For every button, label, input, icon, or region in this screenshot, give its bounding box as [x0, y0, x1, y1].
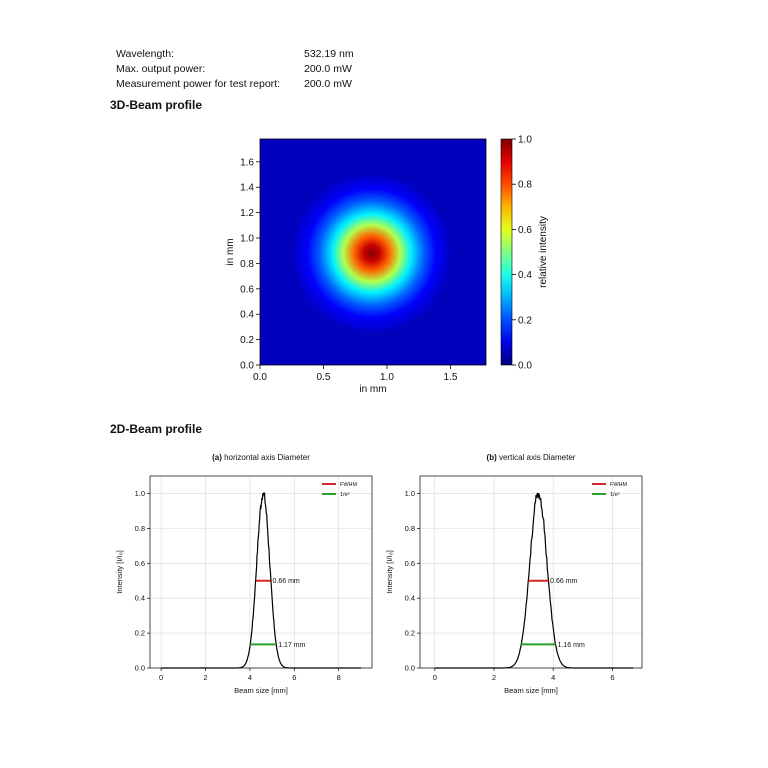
- x-tick-label: 0: [433, 673, 437, 682]
- y-axis-label: Intensity [I/I₀]: [385, 550, 394, 594]
- spec-value: 200.0 mW: [304, 63, 352, 75]
- y-tick-label: 1.0: [405, 489, 415, 498]
- x-tick-label: 1.0: [380, 372, 394, 383]
- chart-title-prefix: (b): [487, 453, 499, 462]
- y-tick-label: 0.4: [135, 594, 145, 603]
- fwhm-label: 0.66 mm: [550, 578, 577, 585]
- chart-title: (a) horizontal axis Diameter: [212, 453, 310, 462]
- e2-label: 1.16 mm: [558, 642, 585, 649]
- legend-e2-label: 1/e²: [610, 492, 620, 498]
- spec-label: Max. output power:: [116, 63, 206, 75]
- plot-frame: [149, 475, 373, 669]
- colorbar-tick-label: 0.0: [518, 361, 532, 372]
- y-tick-label: 0.4: [405, 594, 415, 603]
- spec-label: Wavelength:: [116, 48, 174, 60]
- y-tick-label: 0.2: [240, 335, 254, 346]
- colorbar-tick-label: 0.6: [518, 225, 532, 236]
- spec-row-max-power: Max. output power: 200.0 mW: [116, 62, 354, 77]
- legend-e2-label: 1/e²: [340, 492, 350, 498]
- y-tick-label: 0.2: [135, 629, 145, 638]
- spec-row-test-power: Measurement power for test report: 200.0…: [116, 77, 354, 92]
- y-axis-label: Intensity [I/I₀]: [115, 550, 124, 594]
- chart-title-text: horizontal axis Diameter: [224, 453, 310, 462]
- beam-profile-3d-chart: 0.0 0.5 1.0 1.5 0.0 0.2 0.4 0.6 0.8 1.0 1.2 1.4 1.6 i…: [225, 135, 549, 396]
- y-tick-label: 0.4: [240, 310, 254, 321]
- e2-label: 1.17 mm: [278, 642, 305, 649]
- x-tick-label: 4: [248, 673, 252, 682]
- y-tick-label: 1.0: [240, 234, 254, 245]
- x-tick-label: 0.5: [317, 372, 331, 383]
- heatmap-frame: [259, 138, 487, 366]
- chart-title-prefix: (a): [212, 453, 224, 462]
- spec-label: Measurement power for test report:: [116, 78, 280, 90]
- x-tick-label: 2: [492, 673, 496, 682]
- colorbar-tick-label: 0.2: [518, 315, 532, 326]
- y-tick-label: 1.0: [135, 489, 145, 498]
- x-tick-label: 8: [337, 673, 341, 682]
- y-tick-label: 0.6: [405, 559, 415, 568]
- spec-value: 200.0 mW: [304, 78, 352, 90]
- spec-table: Wavelength: 532.19 nm Max. output power:…: [116, 47, 354, 92]
- y-tick-label: 1.4: [240, 183, 254, 194]
- x-tick-label: 2: [203, 673, 207, 682]
- colorbar-tick-label: 1.0: [518, 135, 532, 146]
- legend-fwhm-label: FWHM: [610, 482, 628, 488]
- y-tick-label: 0.8: [135, 524, 145, 533]
- spec-row-wavelength: Wavelength: 532.19 nm: [116, 47, 354, 62]
- x-tick-label: 1.5: [443, 372, 457, 383]
- x-tick-label: 0.0: [253, 372, 267, 383]
- horizontal-profile-chart: (a) horizontal axis Diameter 0 2 4 6 8 0.0 0.2 0…: [115, 453, 373, 695]
- x-tick-label: 6: [292, 673, 296, 682]
- colorbar-label: relative intensity: [538, 216, 549, 288]
- section-title-3d: 3D-Beam profile: [110, 98, 203, 112]
- beam-spot: [293, 174, 451, 332]
- profile-line: [434, 492, 634, 669]
- y-axis-label: in mm: [225, 238, 236, 265]
- x-axis-label: in mm: [359, 384, 386, 395]
- legend-fwhm-label: FWHM: [340, 482, 358, 488]
- section-title-2d: 2D-Beam profile: [110, 422, 203, 436]
- y-tick-label: 0.8: [405, 524, 415, 533]
- y-tick-label: 1.6: [240, 157, 254, 168]
- y-tick-label: 0.2: [405, 629, 415, 638]
- x-axis-label: Beam size [mm]: [504, 686, 558, 695]
- spec-value: 532.19 nm: [304, 48, 354, 60]
- y-tick-label: 0.0: [135, 664, 145, 673]
- y-tick-label: 0.6: [135, 559, 145, 568]
- y-tick-label: 0.0: [240, 361, 254, 372]
- x-tick-label: 4: [551, 673, 555, 682]
- y-tick-label: 0.6: [240, 284, 254, 295]
- fwhm-label: 0.66 mm: [273, 578, 300, 585]
- x-tick-label: 6: [610, 673, 614, 682]
- plot-frame: [419, 475, 643, 669]
- chart-title-text: vertical axis Diameter: [499, 453, 576, 462]
- vertical-profile-chart: (b) vertical axis Diameter 0 2 4 6 0.0 0.2 0.4 0…: [385, 453, 643, 695]
- colorbar-tick-label: 0.8: [518, 180, 532, 191]
- colorbar-tick-label: 0.4: [518, 270, 532, 281]
- y-tick-label: 1.2: [240, 208, 254, 219]
- y-tick-label: 0.8: [240, 259, 254, 270]
- colorbar: [500, 138, 513, 366]
- x-tick-label: 0: [159, 673, 163, 682]
- x-axis-label: Beam size [mm]: [234, 686, 288, 695]
- chart-title: (b) vertical axis Diameter: [487, 453, 576, 462]
- profile-line: [161, 491, 361, 669]
- y-tick-label: 0.0: [405, 664, 415, 673]
